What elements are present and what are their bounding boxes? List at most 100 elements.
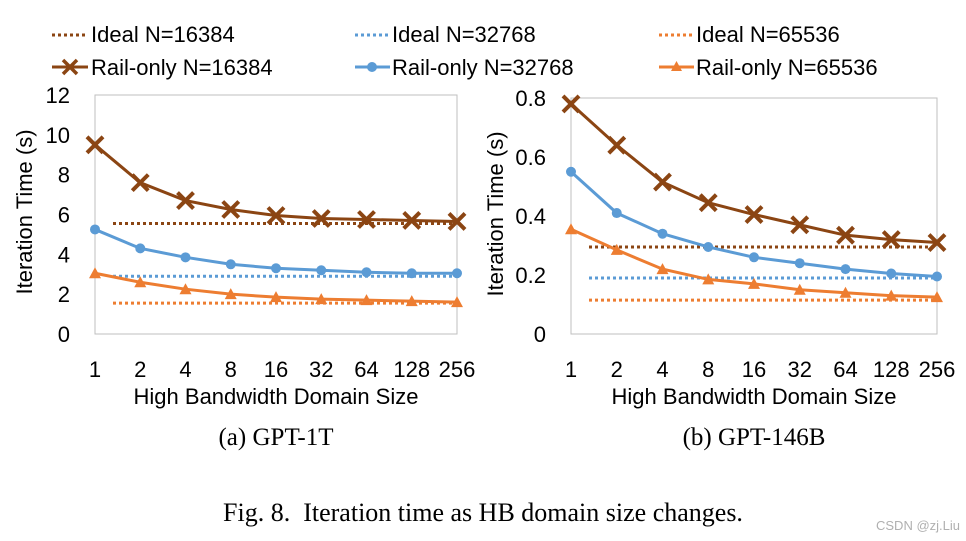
data-point-rail-only-n-65536 (839, 286, 852, 298)
data-point-rail-only-n-32768 (452, 268, 462, 279)
data-point-rail-only-n-32768 (749, 252, 759, 263)
data-point-rail-only-n-32768 (316, 265, 327, 276)
x-tick-label: 4 (656, 357, 668, 382)
data-point-rail-only-n-16384 (176, 191, 195, 210)
data-point-rail-only-n-32768 (361, 267, 372, 278)
data-point-rail-only-n-32768 (271, 263, 281, 274)
data-point-rail-only-n-32768 (566, 166, 576, 177)
legend-label-rail-16384: Rail-only N=16384 (91, 55, 273, 80)
y-tick-labels: 0 0.2 0.4 0.6 0.8 (515, 86, 546, 347)
data-point-rail-only-n-65536 (89, 267, 101, 279)
data-point-rail-only-n-65536 (748, 277, 760, 289)
legend-marker-x-icon (61, 58, 79, 76)
data-point-rail-only-n-32768 (180, 252, 191, 263)
data-point-rail-only-n-65536 (702, 273, 715, 285)
y-axis-title: Iteration Time (s) (12, 129, 37, 294)
x-tick-label: 256 (439, 357, 476, 382)
y-tick-label: 4 (58, 242, 70, 267)
x-tick-labels: 1 2 4 8 16 32 64 128 256 (89, 357, 475, 382)
data-point-rail-only-n-16384 (744, 205, 764, 224)
data-point-rail-only-n-16384 (311, 209, 331, 228)
y-tick-label: 0 (534, 322, 546, 347)
data-point-rail-only-n-65536 (565, 223, 577, 235)
data-point-rail-only-n-32768 (657, 228, 668, 239)
legend-marker-circle-icon (367, 62, 377, 72)
data-point-rail-only-n-32768 (135, 243, 146, 254)
x-tick-label: 32 (788, 357, 812, 382)
data-point-rail-only-n-65536 (451, 296, 463, 308)
legend-label-ideal-16384: Ideal N=16384 (91, 22, 235, 47)
y-tick-label: 8 (58, 163, 70, 188)
legend-label-ideal-32768: Ideal N=32768 (392, 22, 536, 47)
x-axis-title: High Bandwidth Domain Size (612, 384, 897, 409)
data-point-rail-only-n-32768 (406, 268, 417, 279)
legend-marker-triangle-icon (671, 61, 682, 71)
x-tick-label: 8 (225, 357, 237, 382)
data-point-rail-only-n-65536 (179, 283, 192, 295)
chart-caption: (a) GPT-1T (218, 424, 333, 451)
data-point-rail-only-n-16384 (607, 135, 627, 155)
data-point-rail-only-n-65536 (270, 291, 282, 303)
y-tick-label: 0.4 (515, 204, 546, 229)
data-point-rail-only-n-32768 (886, 268, 897, 279)
x-tick-label: 64 (833, 357, 857, 382)
data-point-rail-only-n-16384 (447, 212, 467, 231)
data-point-rail-only-n-32768 (90, 224, 100, 235)
x-tick-label: 1 (565, 357, 577, 382)
x-tick-label: 4 (179, 357, 191, 382)
y-axis-title: Iteration Time (s) (483, 131, 508, 296)
data-point-rail-only-n-16384 (357, 210, 376, 229)
data-point-rail-only-n-65536 (885, 289, 898, 301)
y-tick-label: 6 (58, 203, 70, 228)
series-line-rail-only-n-16384 (569, 102, 938, 245)
y-tick-labels: 0 2 4 6 8 10 12 (46, 83, 70, 347)
legend-label-rail-32768: Rail-only N=32768 (392, 55, 574, 80)
plot-area (570, 97, 938, 335)
series-group (85, 135, 467, 308)
x-tick-label: 16 (742, 357, 766, 382)
data-point-rail-only-n-16384 (221, 200, 241, 219)
x-tick-label: 2 (134, 357, 146, 382)
data-point-rail-only-n-32768 (840, 264, 851, 275)
data-point-rail-only-n-16384 (85, 135, 105, 155)
y-tick-label: 0.8 (515, 86, 546, 111)
legend: Ideal N=16384 Ideal N=32768 Ideal N=6553… (52, 22, 878, 80)
data-point-rail-only-n-65536 (405, 295, 418, 307)
x-tick-label: 256 (919, 357, 956, 382)
chart-caption: (b) GPT-146B (683, 424, 826, 451)
data-point-rail-only-n-16384 (130, 173, 150, 193)
data-point-rail-only-n-32768 (611, 208, 622, 219)
data-point-rail-only-n-65536 (134, 276, 147, 288)
data-point-rail-only-n-65536 (610, 243, 623, 255)
data-point-rail-only-n-16384 (790, 215, 810, 235)
x-axis-title: High Bandwidth Domain Size (134, 384, 419, 409)
data-point-rail-only-n-65536 (224, 288, 237, 300)
data-point-rail-only-n-16384 (561, 94, 581, 114)
data-point-rail-only-n-65536 (360, 294, 373, 306)
data-point-rail-only-n-32768 (703, 241, 714, 252)
data-point-rail-only-n-65536 (656, 263, 669, 275)
data-point-rail-only-n-16384 (927, 233, 947, 252)
y-tick-label: 2 (58, 282, 70, 307)
y-tick-label: 12 (46, 83, 70, 108)
data-point-rail-only-n-32768 (794, 258, 805, 269)
x-tick-label: 64 (354, 357, 378, 382)
x-tick-label: 32 (309, 357, 333, 382)
series-line-rail-only-n-16384 (94, 143, 458, 223)
figure-caption: Fig. 8. Iteration time as HB domain size… (223, 498, 743, 527)
y-tick-label: 0.6 (515, 145, 546, 170)
data-point-rail-only-n-16384 (653, 172, 672, 192)
data-point-rail-only-n-16384 (836, 225, 855, 245)
y-tick-label: 0 (58, 322, 70, 347)
x-tick-label: 128 (873, 357, 910, 382)
x-tick-labels: 1 2 4 8 16 32 64 128 256 (565, 357, 955, 382)
y-tick-label: 0.2 (515, 263, 546, 288)
data-point-rail-only-n-32768 (932, 271, 942, 282)
x-tick-label: 2 (611, 357, 623, 382)
chart-gpt-146b: 0 0.2 0.4 0.6 0.8 1 2 4 8 16 32 64 128 256 Iteration… (483, 86, 955, 451)
series-group (561, 94, 947, 303)
data-point-rail-only-n-65536 (793, 283, 806, 295)
x-tick-label: 16 (264, 357, 288, 382)
data-point-rail-only-n-65536 (931, 291, 943, 303)
